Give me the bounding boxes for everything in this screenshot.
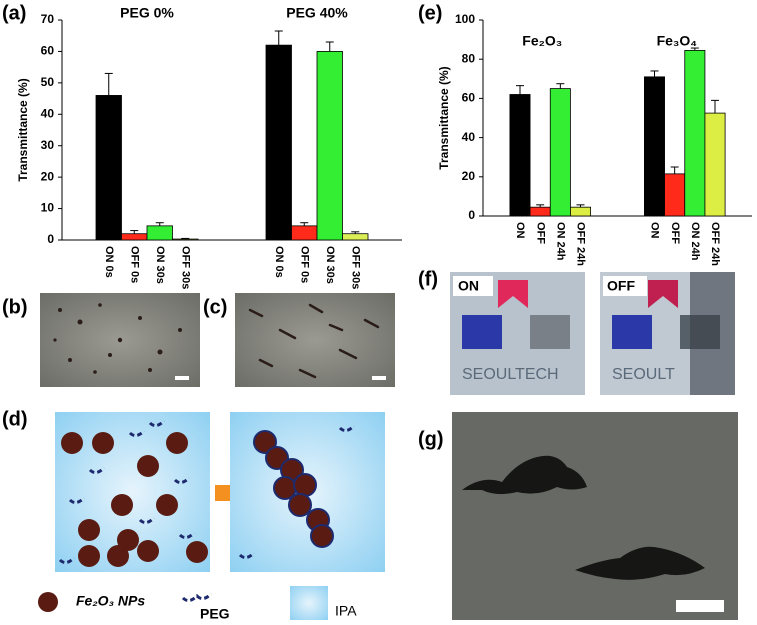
- bar-label: OFF 24h: [709, 222, 721, 266]
- group-label: Fe₂O₃: [522, 33, 562, 49]
- group-label: PEG 40%: [286, 5, 348, 21]
- y-tick-label: 40: [462, 130, 476, 144]
- y-tick-label: 40: [41, 106, 55, 120]
- bar: [265, 44, 292, 241]
- legend-label: IPA: [335, 603, 357, 619]
- y-tick-label: 80: [462, 51, 476, 65]
- y-tick-label: 30: [41, 138, 55, 152]
- bar: [684, 49, 706, 217]
- bar: [316, 51, 343, 241]
- bar: [121, 233, 148, 241]
- bar: [704, 112, 726, 217]
- panel-label: (b): [2, 296, 28, 318]
- y-axis-label: Transmittance (%): [16, 78, 30, 181]
- panel-label: (g): [418, 428, 444, 450]
- panel-label: (f): [418, 268, 438, 290]
- bar: [549, 88, 571, 217]
- svg-text:SEOULT: SEOULT: [612, 366, 675, 383]
- bar: [146, 225, 173, 241]
- y-tick-label: 10: [41, 201, 55, 215]
- photo-label: ON: [458, 278, 479, 294]
- bar-label: ON 30s: [324, 246, 336, 284]
- y-tick-label: 70: [41, 12, 55, 26]
- bar: [644, 76, 665, 217]
- bar: [509, 94, 531, 217]
- panel-label: (a): [2, 2, 26, 24]
- y-tick-label: 100: [455, 12, 475, 26]
- y-tick-label: 20: [41, 169, 55, 183]
- micrograph-g: [452, 412, 738, 620]
- legend-label: Fe₂O₃ NPs: [76, 593, 145, 609]
- bar-label: ON: [514, 222, 526, 239]
- y-tick-label: 60: [462, 91, 476, 105]
- micrograph-c: [235, 293, 395, 387]
- bar-label: OFF 30s: [179, 246, 191, 289]
- svg-text:SEOULTECH: SEOULTECH: [462, 366, 559, 383]
- bar-label: OFF 0s: [128, 246, 140, 283]
- legend-label: PEG: [200, 606, 230, 622]
- y-tick-label: 20: [462, 169, 476, 183]
- bar-label: OFF 30s: [349, 246, 361, 289]
- bar: [664, 173, 686, 217]
- bar-label: ON 24h: [554, 222, 566, 261]
- bar-label: OFF 0s: [298, 246, 310, 283]
- schematic-d: Fe₂O₃ NPs PEG IPA: [38, 412, 385, 622]
- photo-label: OFF: [607, 278, 635, 294]
- bar-label: ON 24h: [689, 222, 701, 261]
- y-tick-label: 0: [47, 232, 54, 246]
- photo-f: SEOULTECH SEOULT ON OFF: [450, 272, 735, 395]
- bar-label: OFF: [669, 222, 681, 244]
- panel-label: (e): [418, 2, 442, 24]
- panel-label: (d): [2, 408, 28, 430]
- bar-label: OFF 24h: [575, 222, 587, 266]
- y-tick-label: 60: [41, 44, 55, 58]
- bar: [291, 225, 318, 241]
- y-axis-label: Transmittance (%): [437, 66, 451, 169]
- bar-label: ON: [649, 222, 661, 239]
- bar-label: ON 0s: [103, 246, 115, 278]
- group-label: Fe₃O₄: [657, 33, 697, 49]
- bar: [172, 238, 199, 241]
- bar-label: ON 30s: [154, 246, 166, 284]
- bar-label: OFF: [534, 222, 546, 244]
- bar: [529, 206, 551, 217]
- y-tick-label: 0: [468, 208, 475, 222]
- bar: [570, 206, 591, 217]
- bar: [95, 95, 122, 241]
- y-tick-label: 50: [41, 75, 55, 89]
- bar: [342, 233, 369, 241]
- bar-label: ON 0s: [273, 246, 285, 278]
- panel-label: (c): [203, 296, 227, 318]
- micrograph-b: [40, 293, 200, 387]
- group-label: PEG 0%: [120, 5, 174, 21]
